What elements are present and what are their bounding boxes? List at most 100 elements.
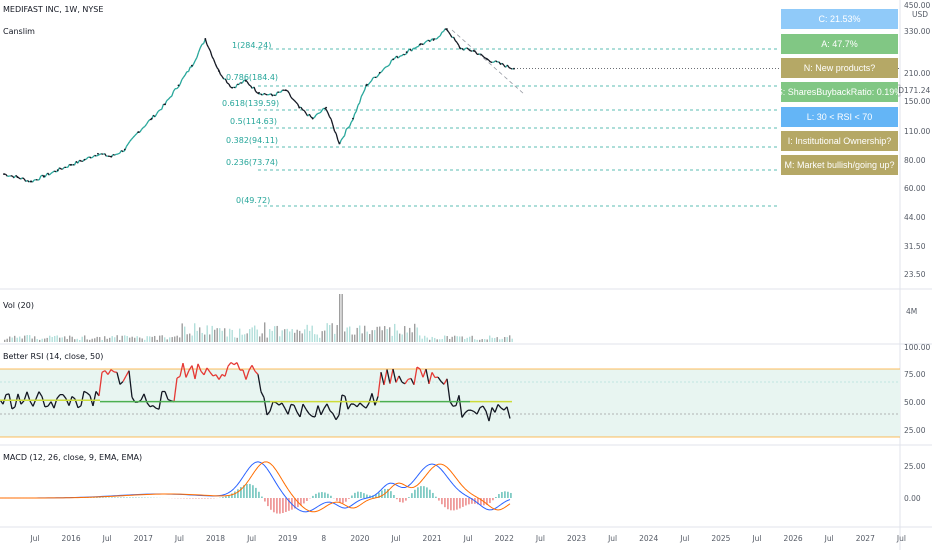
- price-segment: [154, 113, 158, 118]
- price-segment: [234, 83, 238, 89]
- macd-line-segment: [410, 480, 415, 485]
- rsi-segment: [290, 403, 295, 406]
- price-segment: [79, 159, 82, 162]
- rsi-segment: [506, 406, 511, 419]
- macd-line-segment: [449, 480, 454, 485]
- macd-line-segment: [494, 506, 499, 509]
- volume-bar: [196, 330, 198, 342]
- volume-bar: [201, 332, 203, 342]
- price-segment: [20, 177, 23, 180]
- macd-histogram-bar: [330, 495, 332, 498]
- price-segment: [131, 136, 134, 140]
- volume-bar: [241, 334, 243, 342]
- fib-retracement[interactable]: 1(284.24) 0.786(184.4) 0.618(139.59) 0.5…: [222, 41, 780, 207]
- macd-line-segment: [224, 492, 229, 495]
- rsi-segment: [197, 363, 202, 372]
- volume-bar: [151, 336, 153, 342]
- volume-bar: [64, 336, 66, 342]
- signal-line-segment: [233, 492, 238, 495]
- rsi-segment: [404, 379, 409, 385]
- volume-bar: [479, 339, 481, 342]
- rsi-segment: [407, 377, 412, 381]
- volume-bar: [121, 335, 123, 342]
- rsi-segment: [230, 361, 235, 366]
- volume-bar: [161, 335, 163, 342]
- price-segment: [348, 121, 352, 127]
- volume-bar: [66, 338, 68, 342]
- volume-bar: [224, 328, 226, 342]
- signal-line-segment: [425, 471, 430, 476]
- signal-line-segment: [398, 482, 403, 485]
- price-segment: [328, 116, 332, 120]
- volume-bar: [311, 325, 313, 342]
- macd-line-segment: [221, 493, 226, 496]
- rsi-segment: [158, 391, 163, 410]
- time-tick: Jul: [463, 534, 473, 543]
- price-segment: [213, 59, 216, 65]
- price-segment: [319, 111, 322, 114]
- volume-bar: [366, 331, 368, 342]
- rsi-segment: [188, 365, 193, 371]
- volume-bar: [231, 329, 233, 342]
- price-segment: [22, 177, 25, 180]
- volume-bar: [4, 339, 6, 342]
- price-segment: [280, 89, 283, 93]
- price-tick: 31.50: [904, 242, 926, 251]
- macd-histogram-bar: [204, 498, 206, 499]
- time-tick: Jul: [751, 534, 761, 543]
- price-segment: [335, 133, 339, 141]
- volume-bar: [169, 337, 171, 342]
- price-point: [325, 106, 328, 109]
- volume-bar: [284, 329, 286, 342]
- volume-bar: [466, 337, 468, 342]
- volume-bar: [81, 336, 83, 342]
- price-segment: [104, 153, 107, 157]
- macd-line-segment: [242, 472, 247, 478]
- price-tick: 210.00: [904, 69, 930, 78]
- macd-line-segment: [296, 508, 301, 511]
- rsi-segment: [206, 367, 211, 373]
- macd-line-segment: [506, 499, 511, 502]
- macd-line-segment: [365, 497, 370, 499]
- macd-histogram-bar: [450, 498, 452, 511]
- signal-line-segment: [389, 485, 394, 490]
- volume-bar: [166, 339, 168, 342]
- rsi-segment: [263, 397, 268, 416]
- price-segment: [256, 92, 260, 95]
- price-segment: [54, 170, 57, 173]
- volume-bar: [486, 339, 488, 342]
- price-segment: [125, 143, 129, 147]
- signal-line-segment: [239, 487, 244, 491]
- macd-label: MACD (12, 26, close, 9, EMA, EMA): [3, 453, 142, 462]
- rsi-segment: [491, 407, 496, 413]
- volume-bar: [481, 339, 483, 342]
- price-segment: [27, 180, 30, 183]
- price-segment: [483, 56, 486, 59]
- canslim-l-box: L: 30 < RSI < 70: [781, 107, 898, 127]
- volume-bar: [209, 334, 211, 342]
- volume-bar: [36, 339, 38, 342]
- signal-line-segment: [302, 506, 307, 510]
- time-tick: 2020: [350, 534, 369, 543]
- rsi-segment: [440, 380, 445, 385]
- trend-line[interactable]: [451, 29, 525, 95]
- volume-bar: [216, 328, 218, 342]
- volume-bar: [34, 336, 36, 342]
- price-segment: [355, 105, 359, 112]
- volume-bar: [191, 335, 193, 342]
- macd-histogram-bar: [126, 497, 128, 498]
- macd-line-segment: [386, 482, 391, 485]
- price-segment: [414, 46, 418, 49]
- macd-line-segment: [500, 502, 505, 505]
- signal-line-segment: [470, 493, 475, 496]
- macd-histogram-bar: [234, 491, 236, 498]
- canslim-n-box: N: New products?: [781, 58, 898, 78]
- rsi-tick: 100.00: [904, 343, 930, 352]
- price-segment: [25, 179, 28, 183]
- price-segment: [453, 36, 456, 41]
- rsi-segment: [299, 403, 304, 418]
- macd-line-segment: [290, 502, 295, 507]
- signal-line-segment: [269, 462, 274, 467]
- signal-line-segment: [290, 493, 295, 498]
